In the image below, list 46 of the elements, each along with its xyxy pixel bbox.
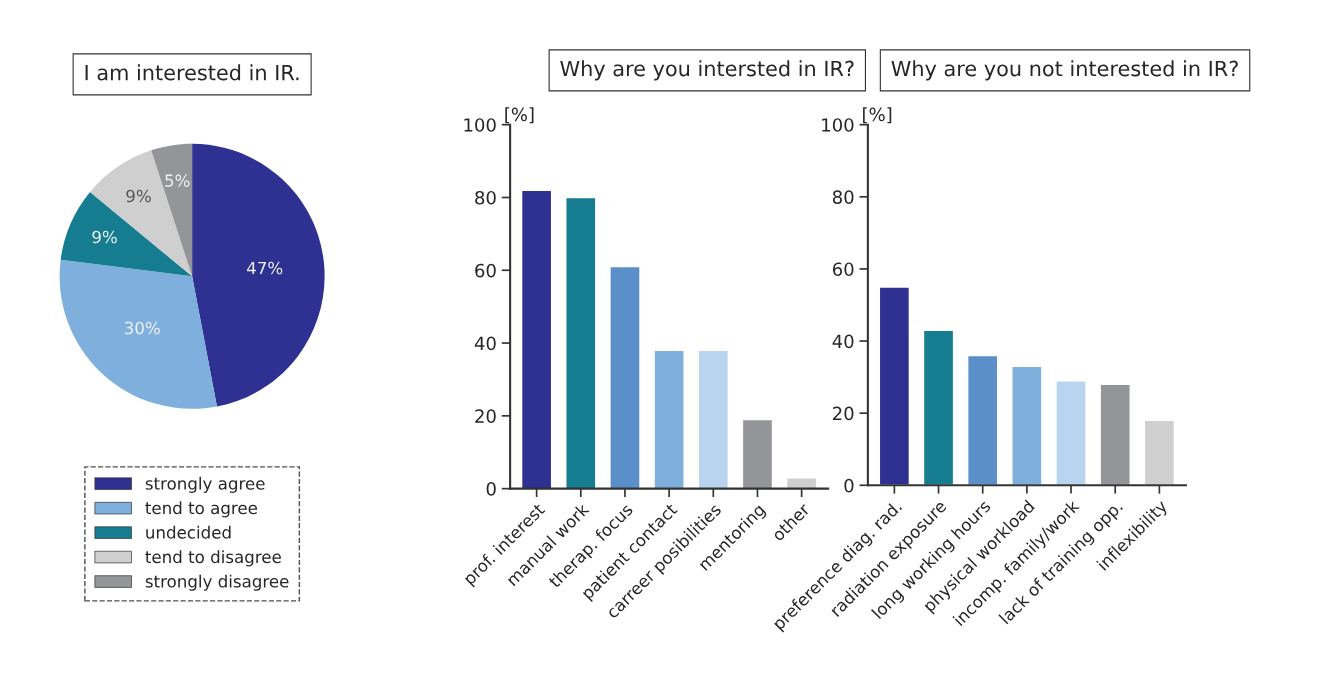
bar (1143, 419, 1176, 486)
chart-title: Why are you intersted in IR? (560, 60, 854, 81)
data-label: 9% (126, 189, 151, 203)
y-tick-label: 40 (474, 336, 496, 351)
chart-title: I am interested in IR. (85, 64, 299, 81)
data-label: 47% (246, 261, 283, 275)
bar (741, 418, 774, 489)
bar (609, 265, 641, 489)
y-tick-label: 60 (832, 262, 854, 277)
pie-slice (59, 259, 217, 409)
pie-slice (60, 191, 193, 277)
y-tick-label: 100 (822, 118, 854, 132)
y-axis-title: [%] (863, 107, 892, 124)
bar (1055, 380, 1087, 486)
data-label: 30% (124, 321, 160, 335)
legend-label: tend to agree (145, 501, 258, 518)
y-tick-label: 40 (832, 334, 854, 349)
legend-label: strongly agree (145, 476, 265, 493)
bar (878, 286, 911, 486)
bar (520, 189, 553, 489)
bar (785, 477, 818, 489)
y-axis-title: [%] (505, 107, 534, 124)
legend-label: undecided (146, 525, 231, 539)
y-tick-label: 20 (833, 406, 854, 421)
bar (653, 349, 685, 489)
y-tick-label: 0 (486, 482, 496, 496)
y-tick-label: 0 (844, 478, 854, 493)
y-tick-label: 100 (464, 118, 496, 132)
pie-slice (90, 150, 193, 277)
data-label: 5% (165, 174, 190, 187)
bar (922, 329, 955, 486)
pie-slice (151, 143, 193, 277)
bar (1011, 365, 1043, 486)
y-tick-label: 80 (475, 190, 496, 205)
bar (565, 196, 597, 489)
y-tick-label: 80 (832, 190, 854, 204)
legend-label: strongly disagree (145, 574, 289, 591)
y-tick-label: 60 (475, 263, 496, 278)
pie-slice (192, 143, 325, 407)
bar (697, 349, 730, 489)
y-tick-label: 20 (475, 409, 496, 423)
bar (1099, 383, 1131, 486)
chart-title: Why are you not interested in IR? (891, 60, 1238, 81)
data-label: 9% (92, 230, 117, 244)
legend-label: tend to disagree (145, 550, 281, 567)
bar (966, 354, 999, 486)
